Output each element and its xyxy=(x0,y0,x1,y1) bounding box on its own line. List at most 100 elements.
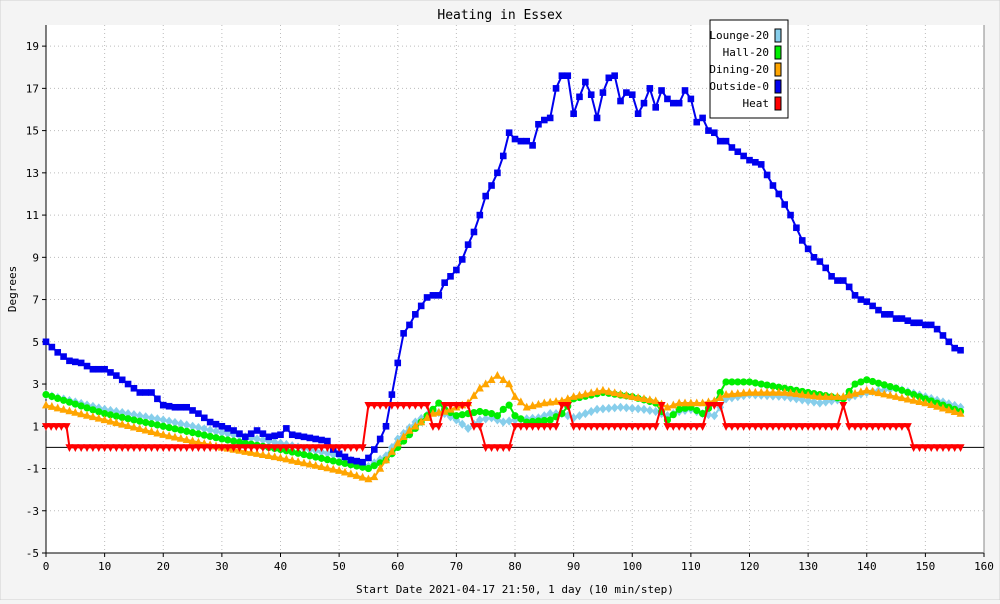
data-point xyxy=(564,72,572,79)
data-point xyxy=(112,418,121,427)
data-point xyxy=(358,472,367,481)
data-point xyxy=(505,401,513,409)
data-point xyxy=(41,400,51,409)
data-point xyxy=(704,401,713,410)
data-point xyxy=(264,451,273,460)
data-point xyxy=(933,325,941,333)
data-point xyxy=(428,423,437,431)
data-point xyxy=(576,93,583,101)
data-point xyxy=(324,437,331,445)
data-point xyxy=(833,423,842,431)
data-point xyxy=(610,388,619,397)
data-point xyxy=(599,89,607,96)
data-point xyxy=(364,474,373,483)
data-point xyxy=(909,395,918,404)
data-point xyxy=(575,390,584,399)
data-point xyxy=(170,432,179,441)
x-tick-label: 90 xyxy=(567,560,580,573)
data-point xyxy=(83,404,91,412)
data-point xyxy=(370,472,379,481)
data-point xyxy=(59,405,68,413)
data-point xyxy=(610,423,619,431)
data-point xyxy=(94,444,103,452)
data-point xyxy=(417,302,425,310)
data-point xyxy=(510,423,520,431)
data-point xyxy=(728,144,736,151)
data-point xyxy=(792,389,801,398)
y-tick-label: -1 xyxy=(26,463,39,476)
data-point xyxy=(786,388,795,397)
data-point xyxy=(130,416,138,424)
data-point xyxy=(253,449,262,457)
data-point xyxy=(739,423,748,431)
data-point xyxy=(206,418,214,426)
legend: Lounge-20 Hall-20 Dining-20 Outside-0 Heat xyxy=(709,19,789,119)
data-point xyxy=(399,432,408,441)
data-point xyxy=(475,383,484,392)
data-point xyxy=(499,152,507,160)
data-point xyxy=(851,380,859,388)
data-point xyxy=(692,423,701,431)
data-point xyxy=(141,425,150,434)
data-point xyxy=(745,378,754,386)
data-point xyxy=(716,393,725,401)
data-point xyxy=(740,152,747,160)
data-point xyxy=(675,99,683,107)
data-point xyxy=(176,433,185,442)
data-point xyxy=(242,433,249,441)
data-point xyxy=(575,411,584,421)
data-point xyxy=(452,401,461,410)
data-point xyxy=(546,114,554,122)
data-point xyxy=(828,273,835,280)
data-point xyxy=(106,444,115,452)
data-point xyxy=(183,427,191,435)
data-point xyxy=(774,387,783,396)
data-point xyxy=(593,423,602,431)
data-point xyxy=(388,391,396,398)
data-point xyxy=(604,387,613,395)
data-point xyxy=(153,444,162,452)
data-point xyxy=(827,392,836,400)
data-point xyxy=(628,423,637,431)
data-point xyxy=(129,422,138,431)
data-point xyxy=(593,114,601,122)
data-point xyxy=(405,425,414,434)
data-point xyxy=(557,401,566,410)
data-point xyxy=(863,376,871,384)
data-point xyxy=(306,434,314,442)
data-point xyxy=(423,294,431,301)
data-point xyxy=(288,455,297,464)
data-point xyxy=(323,463,332,472)
data-point xyxy=(159,444,168,452)
data-point xyxy=(429,292,437,299)
x-tick-label: 150 xyxy=(915,560,935,573)
data-point xyxy=(810,254,818,261)
data-point xyxy=(546,416,554,424)
y-tick-label: 7 xyxy=(32,294,39,307)
data-point xyxy=(135,444,144,452)
data-point xyxy=(857,296,865,303)
data-point xyxy=(705,127,712,134)
data-point xyxy=(710,401,719,410)
data-point xyxy=(815,392,824,400)
data-point xyxy=(821,392,830,400)
data-point xyxy=(147,427,156,435)
data-point xyxy=(77,444,86,452)
data-point xyxy=(77,359,85,367)
data-point xyxy=(218,435,226,443)
data-point xyxy=(399,401,408,410)
data-point xyxy=(458,419,467,429)
data-point xyxy=(698,398,707,407)
data-point xyxy=(640,99,648,107)
data-point xyxy=(411,401,420,410)
y-tick-label: 11 xyxy=(26,209,39,222)
data-point xyxy=(851,423,860,431)
data-point xyxy=(505,129,513,137)
data-point xyxy=(89,406,97,414)
data-point xyxy=(212,420,220,428)
data-point xyxy=(523,137,531,145)
data-point xyxy=(746,156,753,164)
data-point xyxy=(194,430,203,438)
data-point xyxy=(639,423,648,431)
data-point xyxy=(335,466,344,474)
